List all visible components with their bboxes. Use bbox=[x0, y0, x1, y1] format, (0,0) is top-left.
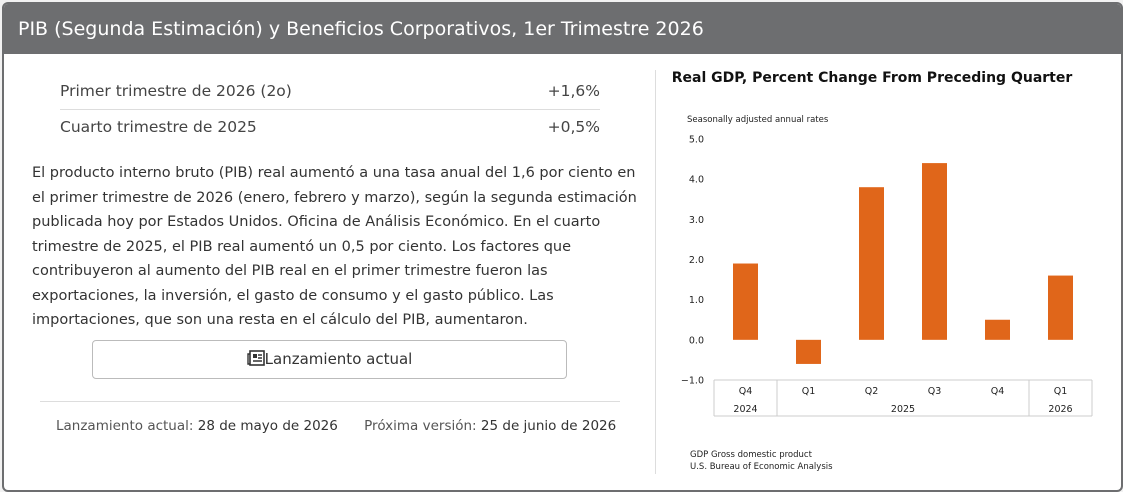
bar bbox=[1048, 275, 1073, 340]
bar bbox=[733, 263, 758, 340]
x-tick-label: Q1 bbox=[1054, 386, 1068, 397]
y-tick-label: 4.0 bbox=[689, 175, 704, 186]
description: El producto interno bruto (PIB) real aum… bbox=[32, 165, 637, 328]
stat-label: Cuarto trimestre de 2025 bbox=[60, 118, 257, 136]
divider bbox=[40, 401, 620, 402]
y-tick-label: −1.0 bbox=[681, 376, 704, 387]
year-label: 2024 bbox=[733, 404, 757, 415]
stat-label: Primer trimestre de 2026 (2o) bbox=[60, 82, 292, 100]
x-tick-label: Q4 bbox=[739, 386, 753, 397]
release-dates: Lanzamiento actual: 28 de mayo de 2026 P… bbox=[56, 418, 616, 434]
chart-note: U.S. Bureau of Economic Analysis bbox=[690, 462, 833, 472]
year-label: 2025 bbox=[891, 404, 915, 415]
bar bbox=[922, 163, 947, 340]
stat-value: +0,5% bbox=[547, 118, 600, 136]
next-date: 25 de junio de 2026 bbox=[480, 418, 617, 434]
y-tick-label: 2.0 bbox=[689, 255, 704, 266]
y-tick-label: 3.0 bbox=[689, 215, 704, 226]
bar bbox=[859, 187, 884, 340]
card-title: PIB (Segunda Estimación) y Beneficios Co… bbox=[4, 4, 1121, 54]
news-icon bbox=[246, 350, 265, 366]
year-label: 2026 bbox=[1048, 404, 1072, 415]
chart: Real GDP, Percent Change From Preceding … bbox=[672, 70, 1093, 472]
button-label: Lanzamiento actual bbox=[264, 350, 413, 368]
y-tick-label: 0.0 bbox=[689, 335, 704, 346]
y-tick-label: 1.0 bbox=[689, 295, 704, 306]
chart-title: Real GDP, Percent Change From Preceding … bbox=[672, 70, 1073, 86]
bar bbox=[985, 319, 1010, 340]
current-label: Lanzamiento actual: bbox=[56, 418, 194, 434]
stat-row: Primer trimestre de 2026 (2o) +1,6% bbox=[60, 74, 600, 110]
stat-value: +1,6% bbox=[547, 82, 600, 100]
bar bbox=[796, 339, 821, 364]
release-button[interactable]: Lanzamiento actual bbox=[92, 340, 567, 379]
chart-note: GDP Gross domestic product bbox=[690, 450, 813, 460]
stat-row: Cuarto trimestre de 2025 +0,5% bbox=[60, 110, 600, 145]
chart-subtitle: Seasonally adjusted annual rates bbox=[687, 115, 829, 125]
x-tick-label: Q3 bbox=[928, 386, 942, 397]
x-tick-label: Q4 bbox=[991, 386, 1005, 397]
y-tick-label: 5.0 bbox=[689, 135, 704, 146]
x-tick-label: Q1 bbox=[802, 386, 816, 397]
column-divider bbox=[655, 70, 656, 474]
x-tick-label: Q2 bbox=[865, 386, 879, 397]
next-label: Próxima versión: bbox=[364, 418, 477, 434]
current-date: 28 de mayo de 2026 bbox=[197, 418, 338, 434]
